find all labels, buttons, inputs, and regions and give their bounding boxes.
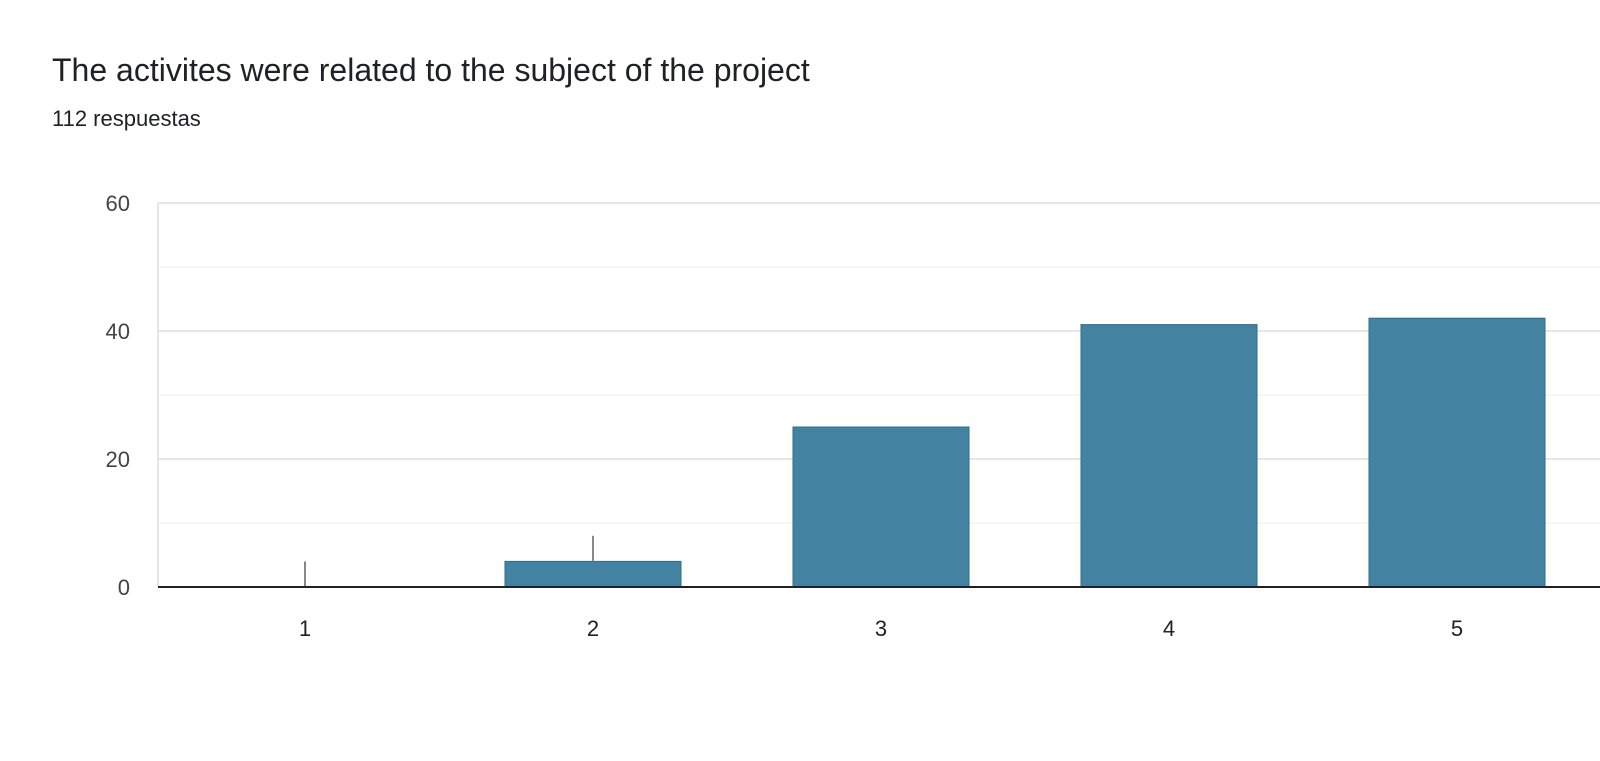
x-tick-label: 2 xyxy=(587,616,599,641)
x-tick-label: 5 xyxy=(1451,616,1463,641)
bar xyxy=(1080,324,1258,588)
x-tick-label: 4 xyxy=(1163,616,1175,641)
chart-title: The activites were related to the subjec… xyxy=(52,52,810,88)
bar xyxy=(504,560,682,588)
bar xyxy=(1368,317,1546,588)
y-tick-label: 0 xyxy=(118,575,130,600)
y-tick-label: 40 xyxy=(106,319,130,344)
y-tick-label: 60 xyxy=(106,191,130,216)
x-tick-label: 1 xyxy=(299,616,311,641)
response-count: 112 respuestas xyxy=(52,106,201,131)
x-tick-label: 3 xyxy=(875,616,887,641)
y-tick-label: 20 xyxy=(106,447,130,472)
bar xyxy=(792,426,970,588)
